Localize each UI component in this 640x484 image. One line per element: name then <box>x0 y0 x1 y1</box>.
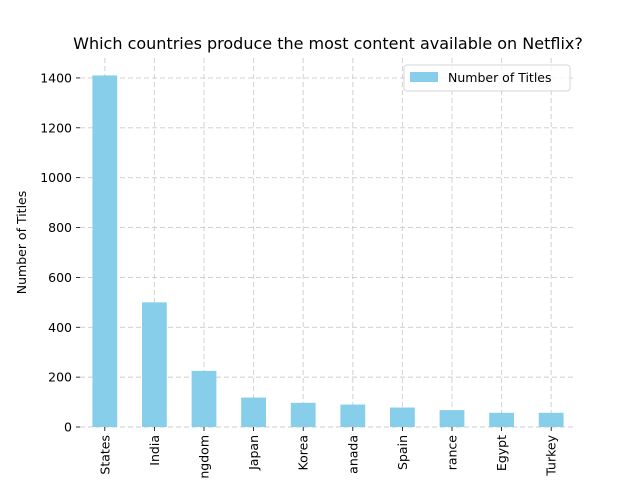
bar <box>142 302 167 427</box>
bar <box>92 75 118 428</box>
y-tick-label: 1000 <box>40 170 72 185</box>
bar <box>290 402 316 427</box>
y-tick-label: 1200 <box>40 120 72 135</box>
x-tick-label: Turkey <box>544 434 559 476</box>
y-tick-label: 0 <box>64 420 72 435</box>
x-axis-ticks: States India ngdom Japan Korea anada Spain ranc… <box>97 427 559 479</box>
x-tick-label: rance <box>445 435 460 471</box>
x-tick-label: Egypt <box>494 435 509 471</box>
y-tick-label: 1400 <box>40 70 72 85</box>
legend-entry-number-of-titles: Number of Titles <box>448 70 552 85</box>
bar <box>191 370 217 427</box>
y-tick-label: 200 <box>48 370 72 385</box>
bar <box>538 412 564 427</box>
y-tick-label: 400 <box>48 320 72 335</box>
bar-layer <box>92 75 564 428</box>
x-tick-label: Korea <box>296 435 311 470</box>
x-tick-label: Spain <box>395 435 410 470</box>
bar <box>439 410 465 427</box>
bar <box>241 397 266 427</box>
bar <box>390 407 415 427</box>
x-tick-label: States <box>97 435 112 475</box>
y-axis-ticks: 0 200 400 600 800 1000 1200 1400 <box>40 70 80 435</box>
bar <box>340 404 366 427</box>
x-tick-label: ngdom <box>197 435 212 479</box>
x-tick-label: anada <box>345 435 360 474</box>
bar <box>489 412 514 427</box>
legend-box <box>403 64 571 92</box>
legend: Number of Titles <box>403 64 571 92</box>
y-axis-label: Number of Titles <box>14 191 29 295</box>
chart-title: Which countries produce the most content… <box>73 34 583 53</box>
x-tick-label: India <box>147 435 162 466</box>
x-tick-label: Japan <box>246 435 261 471</box>
legend-swatch <box>410 72 438 82</box>
y-tick-label: 800 <box>48 220 72 235</box>
y-tick-label: 600 <box>48 270 72 285</box>
